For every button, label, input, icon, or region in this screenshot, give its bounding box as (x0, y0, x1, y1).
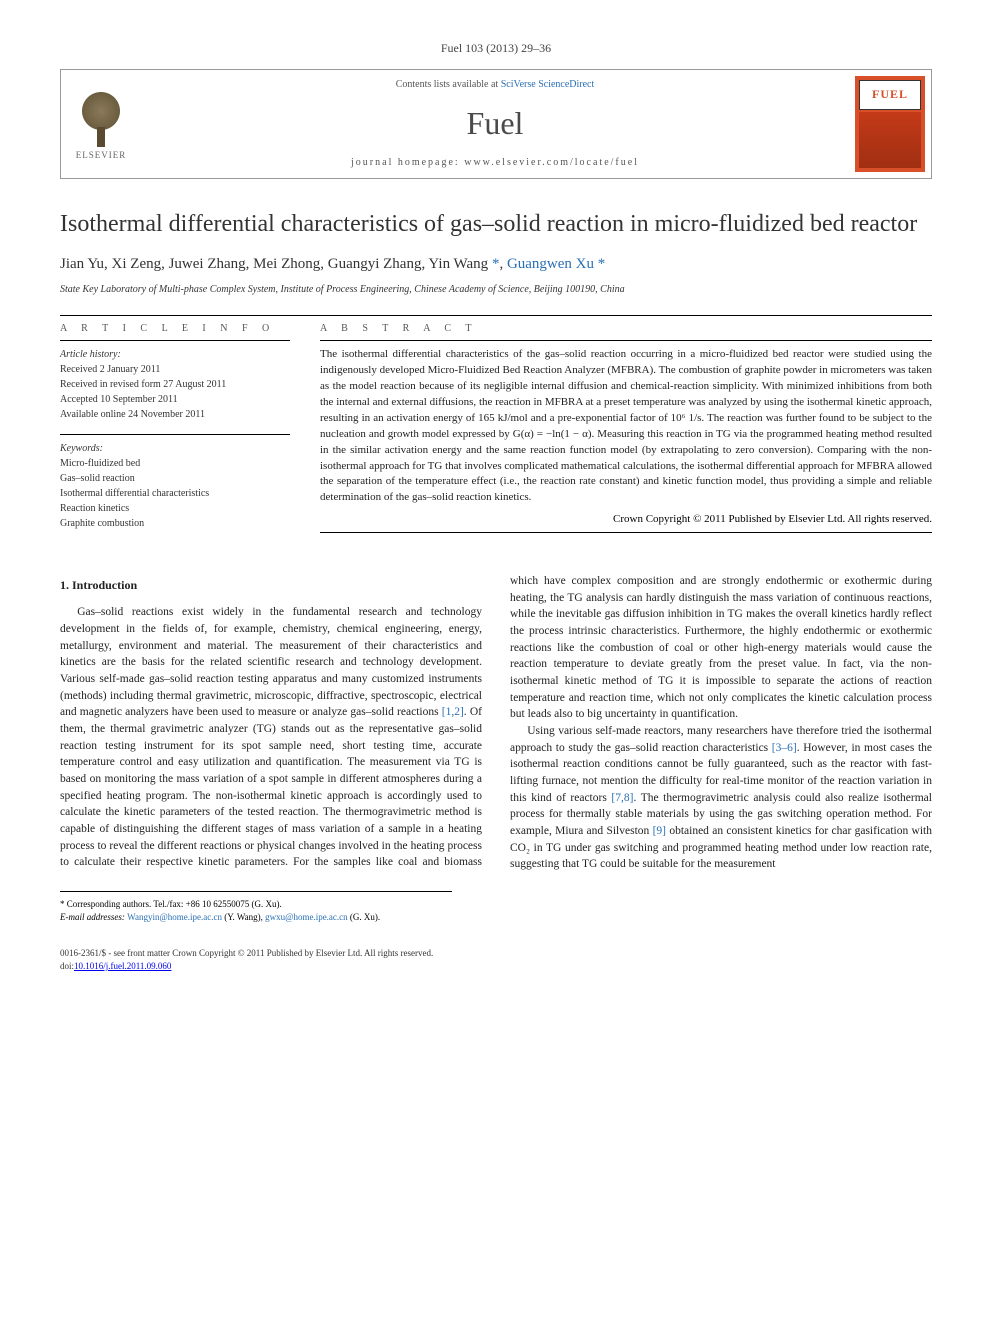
email-wang[interactable]: Wangyin@home.ipe.ac.cn (127, 912, 222, 922)
abstract-copyright: Crown Copyright © 2011 Published by Else… (320, 512, 932, 527)
header-center: Contents lists available at SciVerse Sci… (141, 70, 849, 178)
doi: doi:10.1016/j.fuel.2011.09.060 (60, 960, 433, 973)
corresponding-author-note: * Corresponding authors. Tel./fax: +86 1… (60, 898, 452, 911)
affiliation: State Key Laboratory of Multi-phase Comp… (60, 283, 932, 297)
elsevier-tree-icon (71, 87, 131, 147)
elsevier-logo[interactable]: ELSEVIER (61, 70, 141, 178)
keywords-label: Keywords: (60, 441, 290, 456)
abstract-heading: A B S T R A C T (320, 322, 932, 336)
keyword-1: Micro-fluidized bed (60, 456, 290, 471)
divider-top (60, 315, 932, 316)
cover-body (859, 112, 921, 168)
author-link-xu[interactable]: Guangwen Xu (507, 256, 594, 272)
authors-names: Jian Yu, Xi Zeng, Juwei Zhang, Mei Zhong… (60, 256, 488, 272)
issn-copyright: 0016-2361/$ - see front matter Crown Cop… (60, 947, 433, 960)
email-xu[interactable]: gwxu@home.ipe.ac.cn (265, 912, 348, 922)
cover-title: FUEL (859, 80, 921, 110)
history-received: Received 2 January 2011 (60, 362, 290, 377)
section-1-heading: 1. Introduction (60, 577, 482, 594)
article-info-heading: A R T I C L E I N F O (60, 322, 290, 336)
keyword-2: Gas–solid reaction (60, 471, 290, 486)
p1-text-a: Gas–solid reactions exist widely in the … (60, 606, 482, 718)
info-abstract-row: A R T I C L E I N F O Article history: R… (60, 322, 932, 543)
history-online: Available online 24 November 2011 (60, 407, 290, 422)
contents-available-line: Contents lists available at SciVerse Sci… (396, 78, 595, 92)
article-info-column: A R T I C L E I N F O Article history: R… (60, 322, 290, 543)
abstract-text: The isothermal differential characterist… (320, 347, 932, 506)
history-accepted: Accepted 10 September 2011 (60, 392, 290, 407)
keyword-5: Graphite combustion (60, 516, 290, 531)
email-line: E-mail addresses: Wangyin@home.ipe.ac.cn… (60, 911, 452, 924)
intro-para-3: Using various self-made reactors, many r… (510, 723, 932, 873)
journal-header: ELSEVIER Contents lists available at Sci… (60, 69, 932, 179)
email-label: E-mail addresses: (60, 912, 127, 922)
homepage-prefix: journal homepage: (351, 157, 464, 168)
homepage-line: journal homepage: www.elsevier.com/locat… (351, 156, 639, 170)
journal-cover-thumbnail[interactable]: FUEL (855, 76, 925, 172)
authors-line: Jian Yu, Xi Zeng, Juwei Zhang, Mei Zhong… (60, 254, 932, 275)
journal-reference: Fuel 103 (2013) 29–36 (60, 40, 932, 57)
keyword-4: Reaction kinetics (60, 501, 290, 516)
article-title: Isothermal differential characteristics … (60, 209, 932, 240)
corresponding-marker-2[interactable]: * (598, 256, 606, 272)
history-revised: Received in revised form 27 August 2011 (60, 377, 290, 392)
doi-link[interactable]: 10.1016/j.fuel.2011.09.060 (74, 961, 171, 971)
keywords-block: Keywords: Micro-fluidized bed Gas–solid … (60, 441, 290, 531)
footnotes: * Corresponding authors. Tel./fax: +86 1… (60, 891, 452, 923)
abstract-rule (320, 340, 932, 341)
article-history: Article history: Received 2 January 2011… (60, 347, 290, 422)
contents-prefix: Contents lists available at (396, 79, 501, 90)
p1-text-b: . Of them, the thermal gravimetric analy… (60, 706, 482, 851)
email-xu-who: (G. Xu). (348, 912, 381, 922)
bottom-matter: 0016-2361/$ - see front matter Crown Cop… (60, 947, 932, 972)
authors-sep: , (499, 256, 507, 272)
ref-link-9[interactable]: [9] (653, 825, 666, 837)
article-body: 1. Introduction Gas–solid reactions exis… (60, 573, 932, 873)
history-label: Article history: (60, 347, 290, 362)
ref-link-1-2[interactable]: [1,2] (442, 706, 464, 718)
abstract-column: A B S T R A C T The isothermal different… (320, 322, 932, 543)
abstract-rule-bottom (320, 532, 932, 533)
info-rule-1 (60, 340, 290, 341)
info-rule-2 (60, 434, 290, 435)
elsevier-label: ELSEVIER (76, 149, 127, 162)
ref-link-7-8[interactable]: [7,8] (611, 792, 633, 804)
bottom-left: 0016-2361/$ - see front matter Crown Cop… (60, 947, 433, 972)
sciencedirect-link[interactable]: SciVerse ScienceDirect (501, 79, 595, 90)
ref-link-3-6[interactable]: [3–6] (772, 742, 797, 754)
journal-name: Fuel (467, 101, 524, 146)
keyword-3: Isothermal differential characteristics (60, 486, 290, 501)
homepage-url[interactable]: www.elsevier.com/locate/fuel (464, 157, 639, 168)
email-wang-who: (Y. Wang), (222, 912, 265, 922)
